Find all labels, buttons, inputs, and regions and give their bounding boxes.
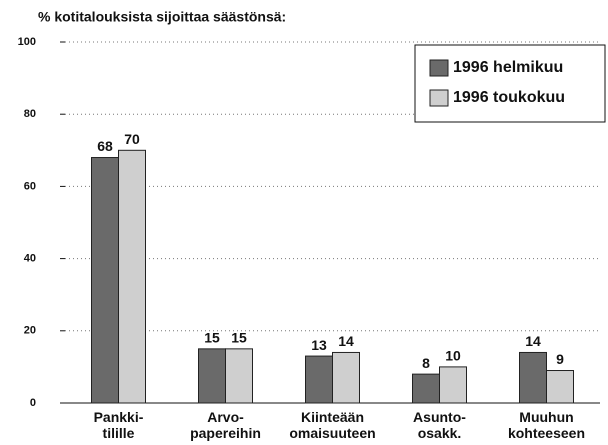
bar (332, 351, 360, 404)
data-label: 8 (422, 355, 430, 371)
x-tick-label-line: papereihin (190, 425, 261, 441)
legend-swatch (429, 59, 449, 77)
chart-title: % kotitalouksista sijoittaa säästönsä: (38, 9, 286, 25)
legend-label: 1996 toukokuu (453, 89, 565, 106)
data-label: 10 (445, 348, 461, 364)
y-tick-label: 100 (18, 36, 36, 48)
data-label: 70 (124, 131, 140, 147)
legend-box (414, 44, 606, 123)
x-tick-label-line: Kiinteään (301, 409, 364, 425)
bar (546, 370, 574, 404)
x-tick-label-line: osakk. (418, 425, 462, 441)
y-tick-label: 20 (24, 325, 36, 337)
bar (305, 355, 333, 404)
bar (412, 373, 440, 404)
y-tick-label: 0 (30, 397, 36, 409)
y-tick-label: 40 (24, 253, 36, 265)
bar (118, 149, 146, 404)
y-tick-label: 80 (24, 108, 36, 120)
data-label: 9 (556, 351, 564, 367)
x-tick-label: Arvo-papereihin (190, 409, 261, 441)
data-label: 14 (525, 333, 541, 349)
bar (439, 366, 467, 404)
data-label: 13 (311, 337, 327, 353)
bar (225, 348, 253, 404)
x-tick-label: Kiinteään omaisuuteen (289, 409, 375, 441)
legend-label: 1996 helmikuu (453, 59, 563, 76)
data-label: 15 (231, 330, 247, 346)
bar (198, 348, 226, 404)
data-label: 68 (97, 138, 113, 154)
legend-swatch (429, 89, 449, 107)
x-tick-label-line: omaisuuteen (289, 425, 375, 441)
bar (519, 351, 547, 404)
x-tick-label-line: Muuhun (519, 409, 573, 425)
x-tick-label: Pankki-tilille (94, 409, 144, 441)
x-tick-label-line: kohteeseen (508, 425, 585, 441)
y-tick-label: 60 (24, 180, 36, 192)
data-label: 15 (204, 330, 220, 346)
x-tick-label-line: Pankki- (94, 409, 144, 425)
bar (91, 157, 119, 404)
x-tick-label-line: Arvo- (207, 409, 244, 425)
x-tick-label: Asunto-osakk. (413, 409, 466, 441)
x-tick-label-line: Asunto- (413, 409, 466, 425)
x-tick-label: Muuhun kohteeseen (508, 409, 585, 441)
x-tick-label-line: tilille (103, 425, 135, 441)
data-label: 14 (338, 333, 354, 349)
